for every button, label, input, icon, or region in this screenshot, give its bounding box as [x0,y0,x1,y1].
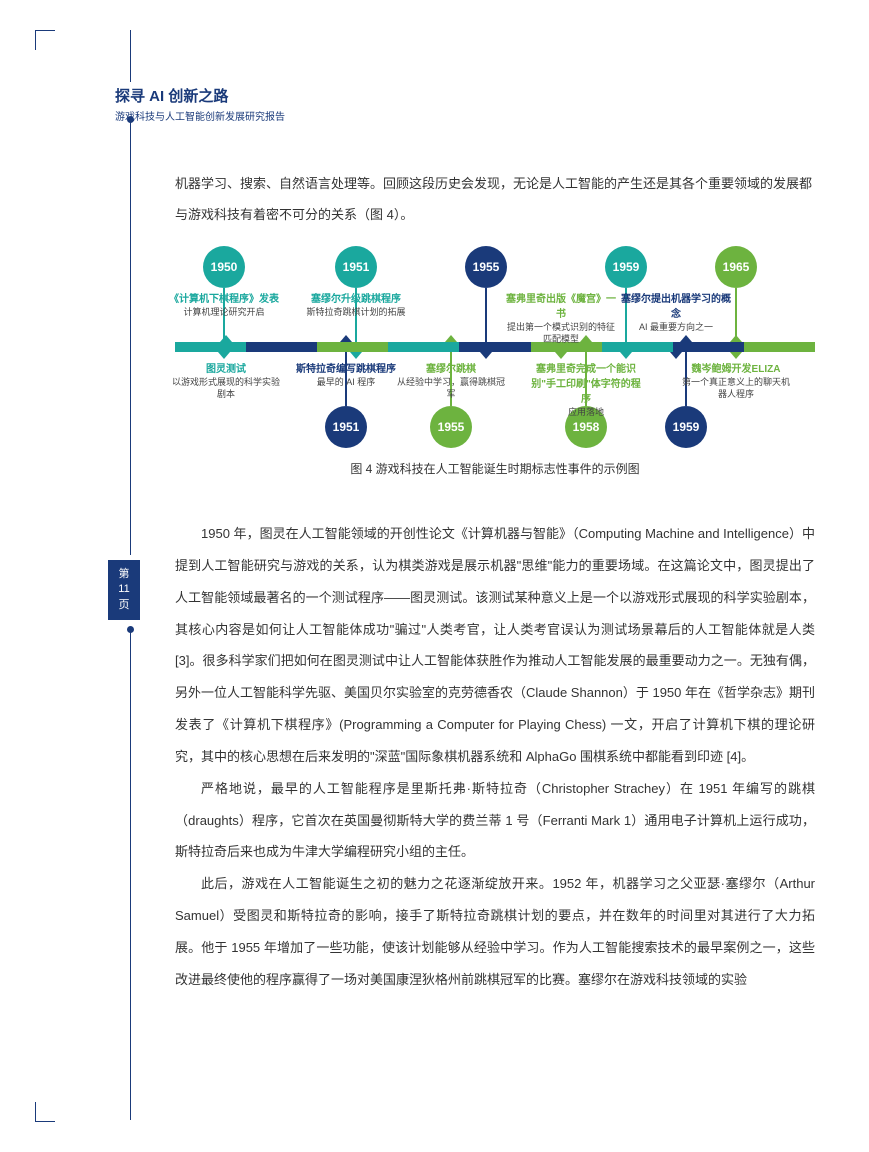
timeline-label: 图灵测试以游戏形式展现的科学实验剧本 [171,360,281,400]
margin-line [130,120,131,555]
figure-caption: 图 4 游戏科技在人工智能诞生时期标志性事件的示例图 [175,460,815,477]
page-tab-l2: 11 [118,582,129,597]
timeline-label: 塞缪尔提出机器学习的概念AI 最重要方向之一 [621,290,731,334]
paragraph-1: 1950 年，图灵在人工智能领域的开创性论文《计算机器与智能》（Computin… [175,518,815,773]
timeline-label: 塞弗里奇完成一个能识别"手工印刷"体字符的程序应用落地 [531,360,641,419]
margin-line [130,630,131,1120]
timeline-figure: 1950《计算机下棋程序》发表计算机理论研究开启1951塞缪尔升级跳棋程序斯特拉… [175,242,815,472]
header-title: 探寻 AI 创新之路 [115,85,285,106]
timeline-node: 1955 [465,246,507,288]
paragraph-2: 严格地说，最早的人工智能程序是里斯托弗·斯特拉奇（Christopher Str… [175,773,815,869]
timeline-label: 塞缪尔跳棋从经验中学习，赢得跳棋冠军 [396,360,506,400]
intro-paragraph: 机器学习、搜索、自然语言处理等。回顾这段历史会发现，无论是人工智能的产生还是其各… [175,168,815,230]
timeline-node: 1955 [430,406,472,448]
timeline-node: 1959 [665,406,707,448]
header-subtitle: 游戏科技与人工智能创新发展研究报告 [115,108,285,123]
timeline-label: 斯特拉奇编写跳棋程序最早的 AI 程序 [291,360,401,389]
corner-top-left [35,30,55,50]
paragraph-3: 此后，游戏在人工智能诞生之初的魅力之花逐渐绽放开来。1952 年，机器学习之父亚… [175,868,815,995]
timeline-label: 魏岑鲍姆开发ELIZA第一个真正意义上的聊天机器人程序 [681,360,791,400]
timeline-node: 1965 [715,246,757,288]
page-tab-l1: 第 [119,567,130,582]
corner-bottom-left [35,1102,55,1122]
timeline-label: 《计算机下棋程序》发表计算机理论研究开启 [169,290,279,319]
timeline-node: 1951 [335,246,377,288]
timeline-axis [175,342,815,352]
timeline-node: 1951 [325,406,367,448]
timeline-label: 塞缪尔升级跳棋程序斯特拉奇跳棋计划的拓展 [301,290,411,319]
body-text: 1950 年，图灵在人工智能领域的开创性论文《计算机器与智能》（Computin… [175,518,815,996]
timeline-node: 1959 [605,246,647,288]
page-number-tab: 第 11 页 [108,560,140,620]
page-tab-l3: 页 [119,598,130,613]
margin-line [130,30,131,82]
page-header: 探寻 AI 创新之路 游戏科技与人工智能创新发展研究报告 [115,85,285,123]
timeline-label: 塞弗里奇出版《魔宫》一书提出第一个模式识别的特征匹配模型 [506,290,616,345]
timeline-node: 1950 [203,246,245,288]
